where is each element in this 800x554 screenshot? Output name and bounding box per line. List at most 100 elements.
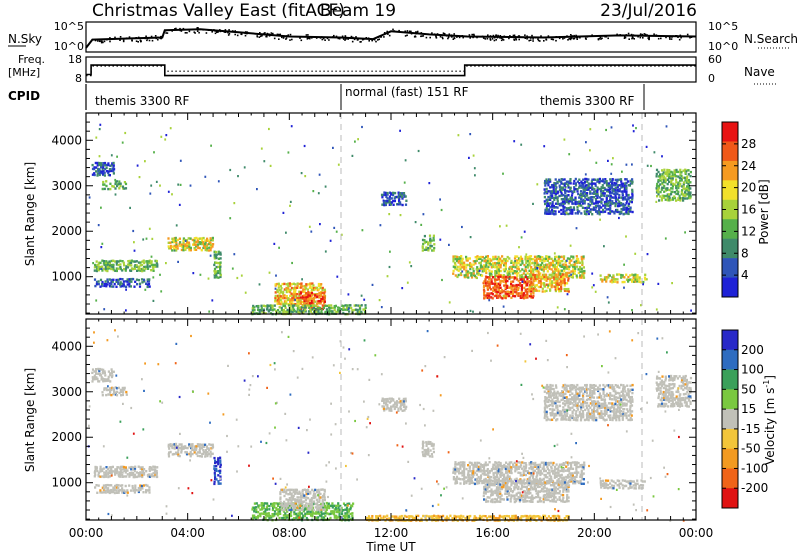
heatmap-cell [433, 246, 436, 250]
heatmap-cell [528, 284, 532, 287]
heatmap-cell [578, 276, 582, 279]
noise-point [647, 37, 649, 39]
heatmap-cell [340, 308, 343, 311]
heatmap-cell [659, 183, 662, 186]
heatmap-cell [310, 507, 313, 510]
heatmap-cell [506, 273, 510, 277]
heatmap-cell [331, 512, 334, 515]
heatmap-cell [308, 306, 311, 309]
heatmap-cell [148, 466, 151, 469]
heatmap-cell [559, 272, 562, 275]
heatmap-cell [262, 502, 265, 505]
heatmap-cell [120, 468, 124, 471]
heatmap-cell [609, 180, 612, 184]
heatmap-cell [608, 190, 612, 194]
heatmap-cell [401, 399, 404, 402]
heatmap-cell [123, 187, 126, 190]
heatmap-cell [491, 293, 494, 296]
heatmap-cell [132, 475, 135, 479]
heatmap-cell [473, 482, 477, 486]
heatmap-cell [475, 477, 478, 481]
heatmap-cell [294, 506, 297, 510]
heatmap-cell [99, 374, 103, 377]
heatmap-cell [515, 285, 518, 289]
heatmap-cell [536, 255, 539, 258]
heatmap-cell [353, 304, 356, 307]
heatmap-cell [292, 488, 295, 492]
heatmap-cell [351, 504, 354, 508]
heatmap-cell [626, 206, 629, 210]
heatmap-cell [566, 257, 569, 260]
heatmap-cell [578, 202, 582, 205]
heatmap-cell [558, 290, 561, 293]
heatmap-cell [521, 280, 524, 283]
heatmap-cell [124, 269, 127, 272]
heatmap-cell [301, 294, 304, 298]
heatmap-cell [347, 508, 350, 511]
heatmap-cell [309, 310, 312, 313]
noise-point [503, 35, 506, 38]
heatmap-cell [295, 516, 298, 520]
heatmap-cell [580, 195, 583, 199]
heatmap-cell [324, 185, 327, 188]
heatmap-cell [521, 268, 524, 271]
heatmap-cell [179, 183, 182, 186]
heatmap-cell [465, 257, 468, 261]
heatmap-cell [204, 242, 207, 246]
heatmap-cell [141, 473, 144, 477]
heatmap-cell [484, 278, 487, 281]
heatmap-cell [110, 491, 113, 494]
heatmap-cell [480, 515, 483, 518]
heatmap-cell [516, 259, 519, 262]
heatmap-cell [631, 280, 634, 283]
heatmap-cell [472, 473, 475, 477]
heatmap-cell [646, 253, 649, 256]
heatmap-cell [193, 451, 196, 454]
heatmap-cell [495, 284, 498, 287]
heatmap-cell [108, 471, 112, 475]
heatmap-cell [607, 208, 610, 211]
heatmap-cell [275, 502, 278, 505]
heatmap-cell [408, 261, 411, 264]
heatmap-cell [173, 249, 176, 252]
heatmap-cell [490, 259, 493, 262]
heatmap-cell [182, 242, 185, 246]
heatmap-cell [105, 388, 108, 392]
heatmap-cell [486, 288, 489, 291]
heatmap-cell [182, 249, 185, 252]
noise-point [109, 38, 111, 41]
heatmap-cell [557, 268, 560, 271]
heatmap-cell [687, 173, 690, 176]
heatmap-cell [257, 304, 260, 308]
noise-point [315, 37, 318, 39]
heatmap-cell [282, 311, 285, 314]
heatmap-cell [536, 263, 539, 267]
heatmap-cell [689, 174, 692, 178]
noise-point [512, 36, 515, 38]
heatmap-cell [472, 472, 475, 475]
heatmap-cell [279, 491, 282, 494]
heatmap-cell [93, 475, 96, 478]
heatmap-cell [668, 172, 671, 176]
heatmap-cell [328, 306, 331, 309]
heatmap-cell [268, 514, 271, 517]
heatmap-cell [210, 443, 213, 447]
noise-point [268, 33, 270, 35]
noise-point [306, 38, 309, 40]
heatmap-cell [311, 502, 314, 505]
heatmap-cell [323, 496, 326, 499]
noise-point [278, 38, 280, 40]
heatmap-cell [128, 472, 131, 475]
heatmap-cell [135, 260, 138, 263]
heatmap-cell [459, 272, 462, 275]
heatmap-cell [304, 498, 307, 502]
heatmap-cell [386, 403, 389, 407]
heatmap-cell [276, 309, 280, 312]
heatmap-cell [215, 271, 218, 275]
heatmap-cell [655, 308, 658, 311]
heatmap-cell [318, 506, 321, 510]
heatmap-cell [335, 510, 338, 514]
heatmap-cell [116, 184, 119, 188]
heatmap-cell [397, 196, 400, 199]
heatmap-cell [128, 259, 131, 263]
